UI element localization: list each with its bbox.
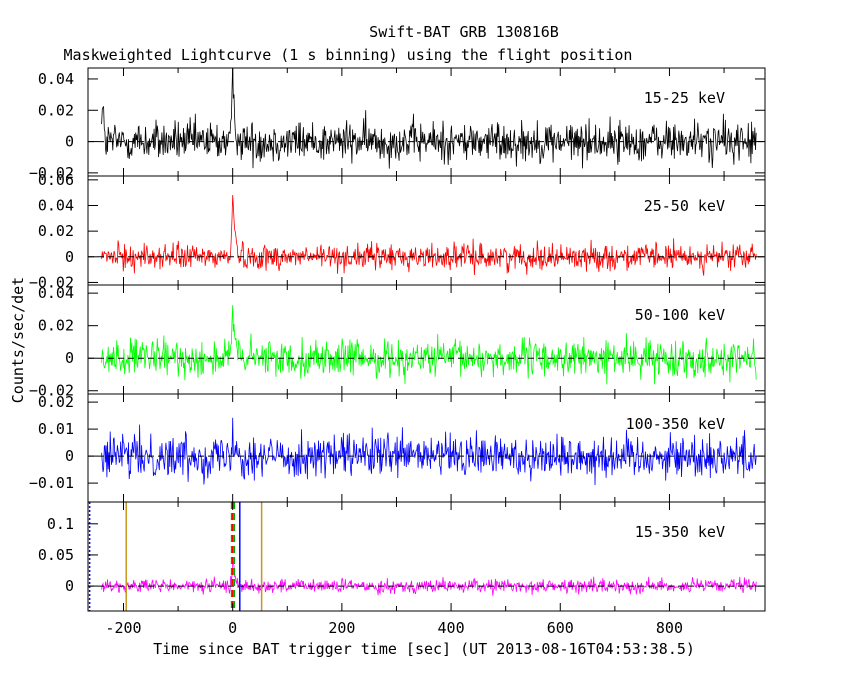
chart-title: Swift-BAT GRB 130816B bbox=[369, 23, 559, 41]
y-tick-label: 0 bbox=[65, 349, 74, 367]
x-tick-label: 800 bbox=[656, 619, 683, 637]
panel-frame bbox=[87, 67, 766, 177]
y-tick-label: −0.01 bbox=[29, 474, 74, 492]
panel-frame bbox=[87, 284, 766, 395]
series-line-50-100-kev bbox=[101, 305, 757, 385]
panel-4: −0.01 0 0.01 0.02 100-350 keV bbox=[29, 393, 766, 503]
panel-3: −0.02 0 0.02 0.04 50-100 keV bbox=[29, 284, 766, 400]
y-tick-label: 0.04 bbox=[38, 196, 74, 214]
band-label-3: 50-100 keV bbox=[635, 306, 725, 324]
panel-2: −0.02 0 0.02 0.04 0.06 25-50 keV bbox=[29, 171, 766, 291]
y-tick-label: 0 bbox=[65, 577, 74, 595]
y-tick-label: 0.02 bbox=[38, 317, 74, 335]
band-label-1: 15-25 keV bbox=[644, 89, 725, 107]
panel-frame bbox=[87, 175, 766, 286]
y-axis-label: Counts/sec/det bbox=[9, 277, 27, 403]
series-line-15-350-kev bbox=[101, 561, 757, 596]
x-axis-label: Time since BAT trigger time [sec] (UT 20… bbox=[153, 640, 695, 658]
y-tick-label: 0.05 bbox=[38, 546, 74, 564]
y-tick-label: 0.02 bbox=[38, 101, 74, 119]
y-tick-label: 0.04 bbox=[38, 284, 74, 302]
y-tick-label: 0 bbox=[65, 447, 74, 465]
band-label-5: 15-350 keV bbox=[635, 523, 725, 541]
y-tick-label: 0.04 bbox=[38, 70, 74, 88]
series-line-25-50-kev bbox=[101, 194, 757, 276]
chart-subtitle: Maskweighted Lightcurve (1 s binning) us… bbox=[64, 46, 633, 64]
y-tick-label: 0.02 bbox=[38, 222, 74, 240]
y-tick-label: 0.1 bbox=[47, 515, 74, 533]
y-tick-label: 0 bbox=[65, 133, 74, 151]
y-tick-label: 0.02 bbox=[38, 393, 74, 411]
y-tick-label: 0.06 bbox=[38, 171, 74, 189]
x-tick-label: -200 bbox=[105, 619, 141, 637]
series-line-100-350-kev bbox=[101, 417, 757, 486]
band-label-4: 100-350 keV bbox=[626, 415, 725, 433]
x-tick-label: 0 bbox=[228, 619, 237, 637]
panel-5: 0 0.05 0.1 15-350 keV bbox=[38, 501, 766, 612]
y-tick-label: −0.02 bbox=[29, 273, 74, 291]
y-tick-label: −0.02 bbox=[29, 164, 74, 182]
series-line-15-25-kev bbox=[101, 68, 757, 169]
x-tick-label: 600 bbox=[547, 619, 574, 637]
y-tick-label: −0.02 bbox=[29, 382, 74, 400]
band-label-2: 25-50 keV bbox=[644, 197, 725, 215]
panel-1: −0.02 0 0.02 0.04 15-25 keV bbox=[29, 67, 766, 182]
x-tick-label: 400 bbox=[438, 619, 465, 637]
x-tick-label: 200 bbox=[328, 619, 355, 637]
panel-frame bbox=[87, 501, 766, 612]
y-tick-label: 0 bbox=[65, 248, 74, 266]
y-tick-label: 0.01 bbox=[38, 420, 74, 438]
panels-group: −0.02 0 0.02 0.04 15-25 keV −0.02 0 0.02 0.04 0.0… bbox=[29, 67, 766, 637]
